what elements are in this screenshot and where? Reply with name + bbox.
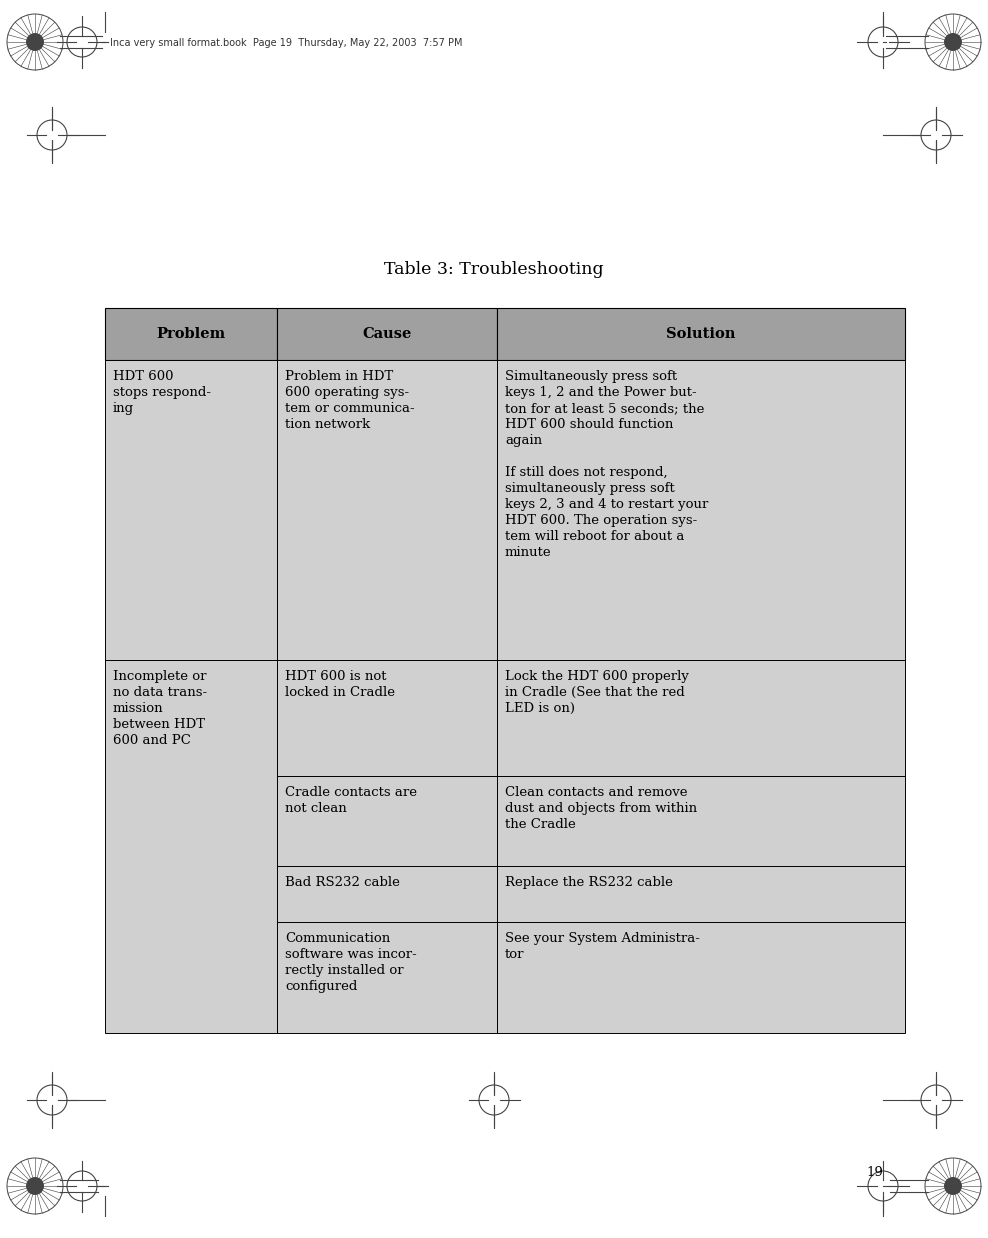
Circle shape bbox=[944, 33, 962, 51]
Text: Problem in HDT
600 operating sys-
tem or communica-
tion network: Problem in HDT 600 operating sys- tem or… bbox=[285, 370, 415, 431]
Text: Cradle contacts are
not clean: Cradle contacts are not clean bbox=[285, 786, 417, 815]
Text: Solution: Solution bbox=[666, 327, 736, 340]
Text: Communication
software was incor-
rectly installed or
configured: Communication software was incor- rectly… bbox=[285, 931, 417, 993]
Bar bbox=[497, 360, 905, 660]
Bar bbox=[277, 921, 497, 1032]
Text: HDT 600 is not
locked in Cradle: HDT 600 is not locked in Cradle bbox=[285, 670, 395, 699]
Text: Table 3: Troubleshooting: Table 3: Troubleshooting bbox=[384, 261, 604, 279]
Circle shape bbox=[944, 1177, 962, 1195]
Bar bbox=[277, 776, 497, 865]
Bar bbox=[497, 921, 905, 1032]
Bar bbox=[497, 776, 905, 865]
Text: HDT 600
stops respond-
ing: HDT 600 stops respond- ing bbox=[113, 370, 211, 415]
Bar bbox=[497, 865, 905, 921]
Text: Inca very small format.book  Page 19  Thursday, May 22, 2003  7:57 PM: Inca very small format.book Page 19 Thur… bbox=[110, 38, 462, 48]
Circle shape bbox=[26, 33, 44, 51]
Bar bbox=[277, 308, 497, 360]
Text: Cause: Cause bbox=[363, 327, 412, 340]
Text: See your System Administra-
tor: See your System Administra- tor bbox=[505, 931, 700, 961]
Text: Incomplete or
no data trans-
mission
between HDT
600 and PC: Incomplete or no data trans- mission bet… bbox=[113, 670, 207, 747]
Text: Clean contacts and remove
dust and objects from within
the Cradle: Clean contacts and remove dust and objec… bbox=[505, 786, 698, 831]
Text: 19: 19 bbox=[866, 1166, 883, 1179]
Bar bbox=[497, 308, 905, 360]
Text: Problem: Problem bbox=[156, 327, 225, 340]
Text: Simultaneously press soft
keys 1, 2 and the Power but-
ton for at least 5 second: Simultaneously press soft keys 1, 2 and … bbox=[505, 370, 708, 560]
Bar bbox=[277, 660, 497, 776]
Bar bbox=[497, 660, 905, 776]
Bar bbox=[105, 308, 277, 360]
Text: Replace the RS232 cable: Replace the RS232 cable bbox=[505, 875, 673, 889]
Text: Lock the HDT 600 properly
in Cradle (See that the red
LED is on): Lock the HDT 600 properly in Cradle (See… bbox=[505, 670, 689, 716]
Bar bbox=[105, 360, 277, 660]
Bar bbox=[105, 660, 277, 1032]
Circle shape bbox=[26, 1177, 44, 1195]
Bar bbox=[277, 360, 497, 660]
Bar bbox=[277, 865, 497, 921]
Text: Bad RS232 cable: Bad RS232 cable bbox=[285, 875, 400, 889]
